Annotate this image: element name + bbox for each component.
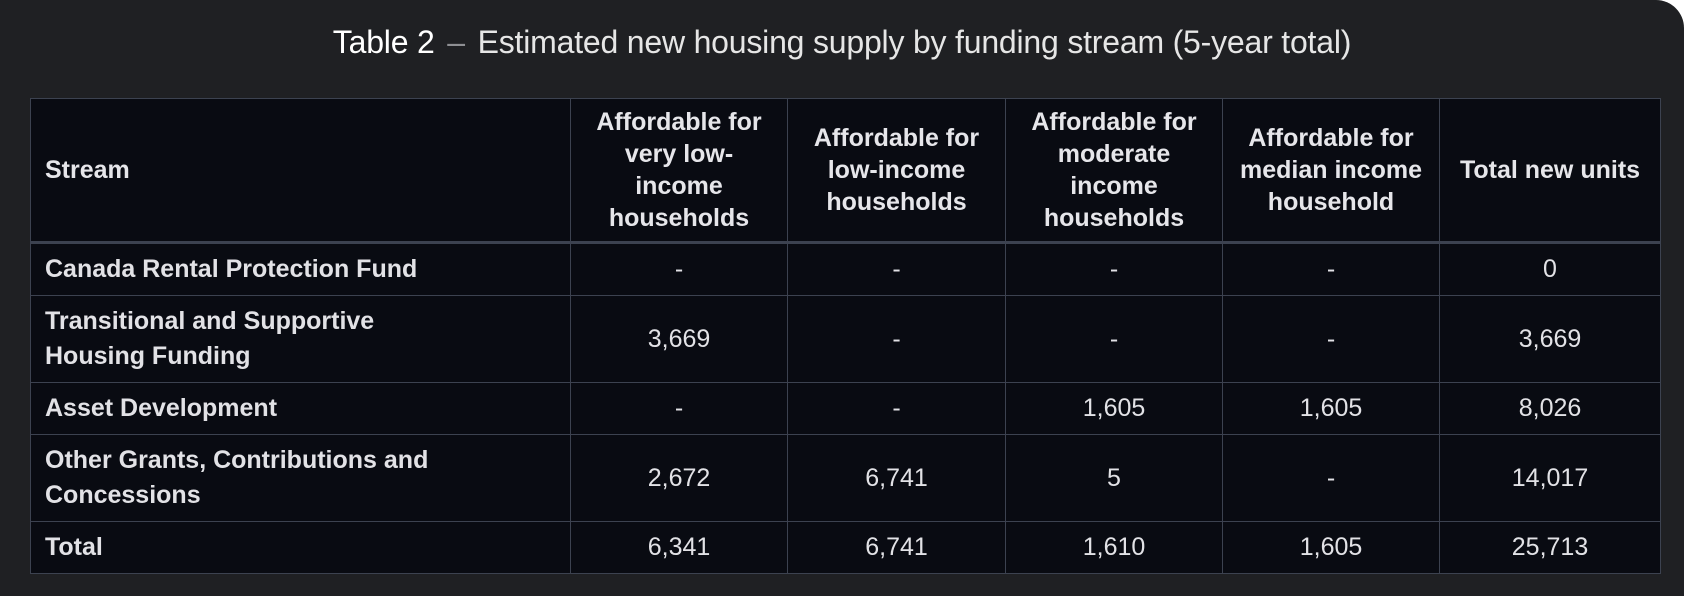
value-cell: - — [1222, 295, 1440, 383]
value-cell: - — [787, 295, 1006, 383]
value-cell: - — [787, 242, 1006, 296]
value-cell: 1,605 — [1222, 521, 1440, 574]
stream-name-cell: Transitional and Supportive Housing Fund… — [30, 295, 571, 383]
value-cell: 6,741 — [787, 434, 1006, 522]
stream-name-cell: Canada Rental Protection Fund — [30, 242, 571, 296]
value-cell: - — [570, 242, 788, 296]
caption-label: Table 2 — [332, 24, 435, 60]
value-cell: - — [570, 382, 788, 435]
total-cell: 8,026 — [1439, 382, 1661, 435]
housing-supply-table: Stream Affordable for very low-income ho… — [30, 98, 1661, 574]
value-cell: - — [1222, 434, 1440, 522]
caption-separator: – — [447, 24, 465, 60]
column-header: Affordable for median income household — [1222, 98, 1440, 243]
column-header: Affordable for low-income households — [787, 98, 1006, 243]
value-cell: 6,741 — [787, 521, 1006, 574]
value-cell: 5 — [1005, 434, 1223, 522]
column-header: Affordable for moderate income household… — [1005, 98, 1223, 243]
value-cell: - — [1005, 242, 1223, 296]
value-cell: 2,672 — [570, 434, 788, 522]
value-cell: 3,669 — [570, 295, 788, 383]
value-cell: 6,341 — [570, 521, 788, 574]
table-row: Asset Development - - 1,605 1,605 8,026 — [30, 382, 1661, 435]
column-header: Total new units — [1439, 98, 1661, 243]
value-cell: - — [787, 382, 1006, 435]
stream-name-cell: Asset Development — [30, 382, 571, 435]
header-row: Stream Affordable for very low-income ho… — [30, 98, 1661, 243]
stream-name-cell: Total — [30, 521, 571, 574]
value-cell: - — [1005, 295, 1223, 383]
column-header: Affordable for very low-income household… — [570, 98, 788, 243]
total-cell: 0 — [1439, 242, 1661, 296]
table-row: Other Grants, Contributions and Concessi… — [30, 434, 1661, 522]
total-cell: 25,713 — [1439, 521, 1661, 574]
table-row: Canada Rental Protection Fund - - - - 0 — [30, 242, 1661, 296]
value-cell: 1,610 — [1005, 521, 1223, 574]
value-cell: - — [1222, 242, 1440, 296]
table-row: Transitional and Supportive Housing Fund… — [30, 295, 1661, 383]
total-cell: 3,669 — [1439, 295, 1661, 383]
table-caption: Table 2 – Estimated new housing supply b… — [0, 24, 1684, 61]
caption-text: Estimated new housing supply by funding … — [477, 24, 1352, 60]
total-cell: 14,017 — [1439, 434, 1661, 522]
value-cell: 1,605 — [1222, 382, 1440, 435]
stream-name-cell: Other Grants, Contributions and Concessi… — [30, 434, 571, 522]
total-row: Total 6,341 6,741 1,610 1,605 25,713 — [30, 521, 1661, 574]
value-cell: 1,605 — [1005, 382, 1223, 435]
column-header: Stream — [30, 98, 571, 243]
